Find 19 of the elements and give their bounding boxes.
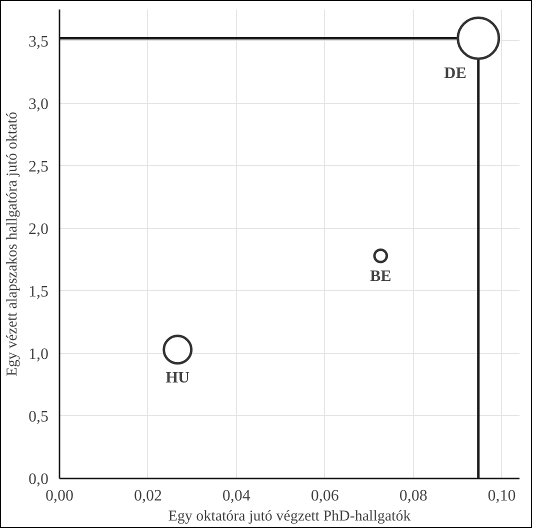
y-tick-label: 1,5: [28, 283, 48, 300]
x-tick-label: 0,08: [399, 488, 428, 504]
x-axis-title: Egy oktatóra jutó végzett PhD-hallgatók: [168, 508, 412, 524]
y-tick-label: 3,0: [28, 96, 48, 113]
annotation: HU: [166, 369, 190, 386]
x-tick-label: 0,10: [488, 488, 516, 504]
x-tick-label: 0,06: [310, 488, 339, 504]
y-tick-label: 2,0: [28, 220, 48, 238]
y-tick-label: 1,0: [28, 346, 48, 363]
annotation: DE: [444, 64, 466, 82]
x-tick-label: 0,02: [134, 488, 162, 504]
y-axis-title: Egy vézett alapszakos hallgatóra jutó oktató: [4, 112, 20, 376]
y-tick-label: 3,5: [28, 33, 48, 50]
y-tick-label: 2,5: [28, 158, 48, 176]
annotation: BE: [370, 268, 392, 286]
y-tick-label: 0,0: [28, 471, 48, 488]
x-tick-label: 0,00: [46, 488, 74, 504]
x-tick-label: 0,04: [222, 488, 250, 504]
y-tick-label: 0,5: [28, 408, 48, 426]
